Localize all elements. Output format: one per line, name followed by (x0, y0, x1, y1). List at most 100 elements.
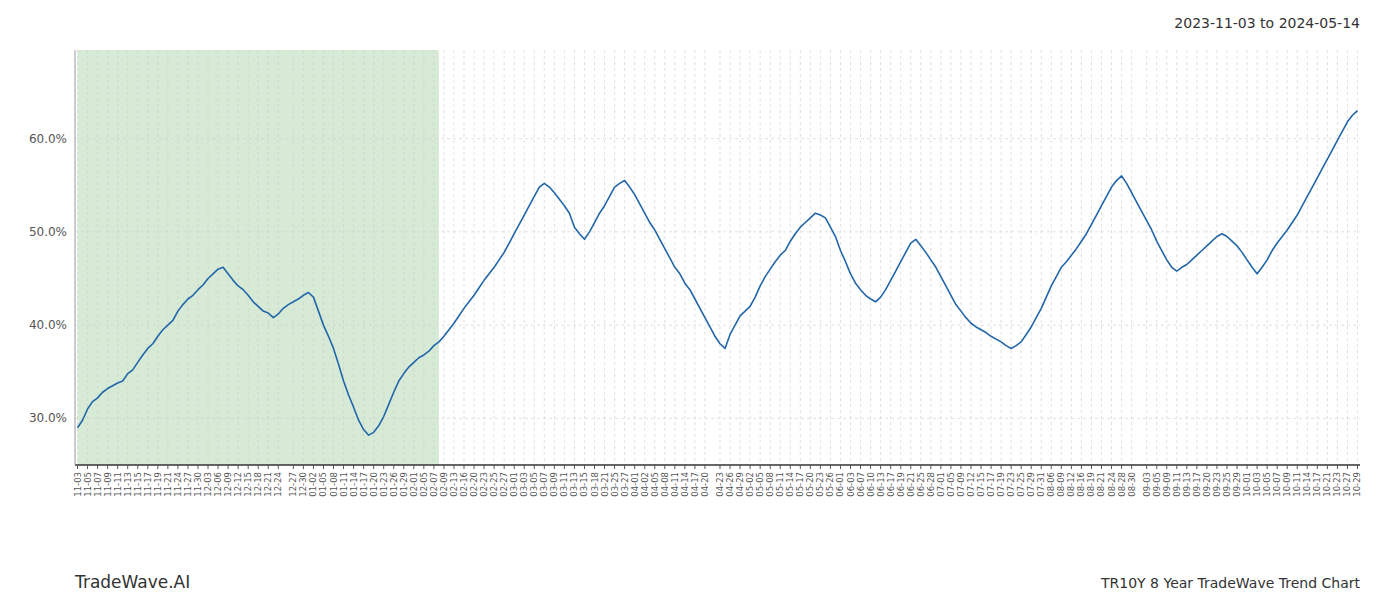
x-tick (704, 465, 705, 469)
x-tick (1166, 465, 1167, 469)
x-tick (303, 465, 304, 469)
x-tick-label: 11-19 (153, 472, 163, 497)
x-tick-label: 04-29 (735, 472, 745, 497)
x-tick-label: 03-09 (549, 472, 559, 497)
x-tick-label: 01-29 (399, 472, 409, 497)
x-tick (684, 465, 685, 469)
x-grid-line (1001, 50, 1002, 465)
x-tick-label: 08-28 (1117, 472, 1127, 497)
x-grid-line (830, 50, 831, 465)
x-grid-line (248, 50, 249, 465)
x-grid-line (1021, 50, 1022, 465)
x-tick (604, 465, 605, 469)
x-tick (950, 465, 951, 469)
x-tick-label: 02-25 (489, 472, 499, 497)
x-tick-label: 03-21 (600, 472, 610, 497)
x-grid-line (1186, 50, 1187, 465)
x-grid-line (654, 50, 655, 465)
x-tick-label: 08-16 (1076, 472, 1086, 497)
x-tick-label: 11-17 (143, 472, 153, 497)
x-tick-label: 02-20 (469, 472, 479, 497)
x-tick (584, 465, 585, 469)
x-grid-line (960, 50, 961, 465)
x-grid-line (1121, 50, 1122, 465)
x-grid-line (820, 50, 821, 465)
x-tick (187, 465, 188, 469)
x-grid-line (981, 50, 982, 465)
x-tick (453, 465, 454, 469)
x-tick-label: 03-13 (569, 472, 579, 497)
x-grid-line (484, 50, 485, 465)
x-grid-line (1237, 50, 1238, 465)
x-tick-label: 02-16 (459, 472, 469, 497)
x-tick (614, 465, 615, 469)
x-grid-line (880, 50, 881, 465)
x-grid-line (584, 50, 585, 465)
x-grid-line (1051, 50, 1052, 465)
x-grid-line (524, 50, 525, 465)
x-grid-line (1011, 50, 1012, 465)
x-grid-line (1071, 50, 1072, 465)
x-tick (880, 465, 881, 469)
x-tick (850, 465, 851, 469)
x-tick-label: 07-09 (956, 472, 966, 497)
x-grid-line (1357, 50, 1358, 465)
x-tick (177, 465, 178, 469)
x-tick (1327, 465, 1328, 469)
x-grid-line (760, 50, 761, 465)
x-tick-label: 03-18 (590, 472, 600, 497)
x-tick-label: 10-05 (1262, 472, 1272, 497)
x-grid-line (238, 50, 239, 465)
x-tick (644, 465, 645, 469)
x-tick (1237, 465, 1238, 469)
x-tick-label: 05-23 (815, 472, 825, 497)
x-tick-label: 08-30 (1127, 472, 1137, 497)
line-layer (78, 111, 1358, 436)
x-tick (1337, 465, 1338, 469)
x-grid-line (1061, 50, 1062, 465)
x-grid-line (127, 50, 128, 465)
x-tick-label: 04-08 (660, 472, 670, 497)
x-tick-label: 02-07 (429, 472, 439, 497)
x-tick-label: 12-18 (253, 472, 263, 497)
x-grid-line (704, 50, 705, 465)
x-grid-line (684, 50, 685, 465)
x-tick-label: 12-15 (243, 472, 253, 497)
x-tick-label: 11-21 (163, 472, 173, 497)
x-tick-label: 05-05 (755, 472, 765, 497)
x-grid-line (730, 50, 731, 465)
x-tick (1347, 465, 1348, 469)
x-tick (770, 465, 771, 469)
x-grid-line (574, 50, 575, 465)
x-grid-line (554, 50, 555, 465)
x-grid-line (303, 50, 304, 465)
axes: 11-0311-0511-0711-0911-1111-1311-1511-17… (29, 50, 1363, 497)
x-grid-line (940, 50, 941, 465)
x-tick-label: 10-01 (1242, 472, 1252, 497)
x-tick (840, 465, 841, 469)
x-grid-line (117, 50, 118, 465)
x-tick (373, 465, 374, 469)
x-tick (1186, 465, 1187, 469)
x-tick-label: 07-31 (1036, 472, 1046, 497)
x-tick-label: 06-17 (886, 472, 896, 497)
x-tick (810, 465, 811, 469)
y-axis-line (75, 50, 76, 465)
x-tick (1287, 465, 1288, 469)
x-tick-label: 08-12 (1066, 472, 1076, 497)
x-grid-line (363, 50, 364, 465)
x-tick (890, 465, 891, 469)
x-grid-line (1216, 50, 1217, 465)
x-tick-label: 07-29 (1026, 472, 1036, 497)
x-tick-label: 06-25 (916, 472, 926, 497)
x-tick-label: 01-23 (379, 472, 389, 497)
x-tick-label: 06-19 (896, 472, 906, 497)
x-grid-line (564, 50, 565, 465)
x-tick (1267, 465, 1268, 469)
x-tick (1081, 465, 1082, 469)
x-grid-line (780, 50, 781, 465)
x-tick-label: 09-29 (1232, 472, 1242, 497)
x-tick-label: 07-05 (946, 472, 956, 497)
x-tick-label: 11-27 (183, 472, 193, 497)
x-grid-line (77, 50, 78, 465)
